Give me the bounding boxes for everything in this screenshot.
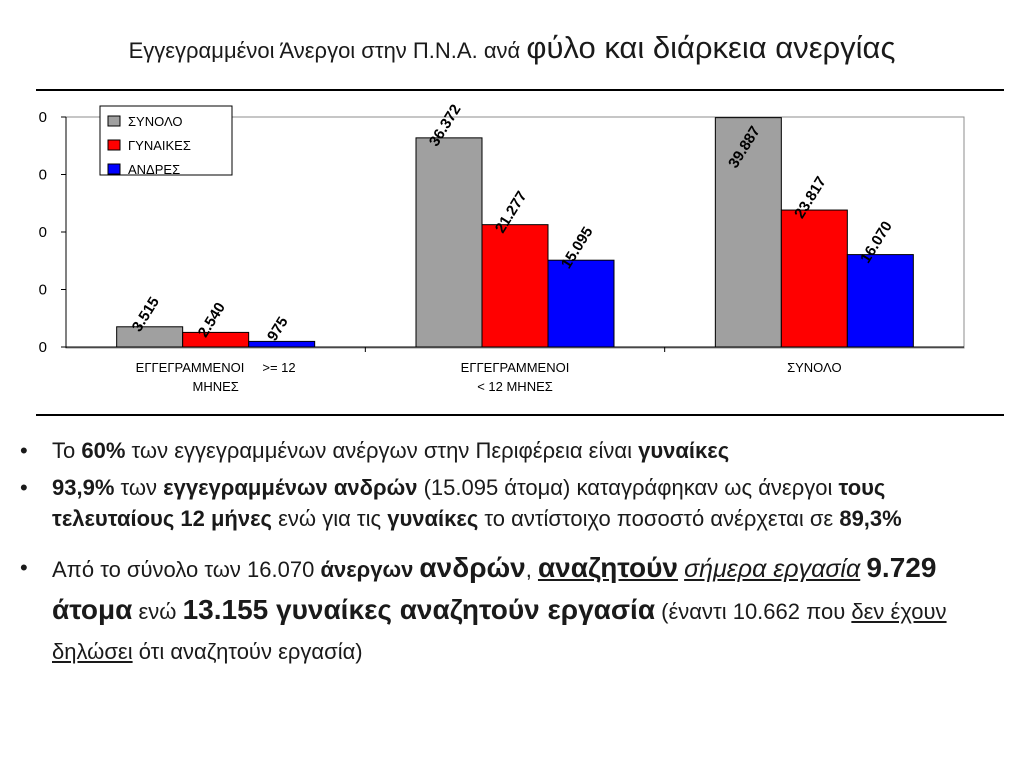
chart-legend: ΣΥΝΟΛΟ ΓΥΝΑΙΚΕΣ ΑΝΔΡΕΣ	[99, 105, 233, 177]
bar-3-2	[547, 259, 615, 348]
legend-label: ΑΝΔΡΕΣ	[128, 162, 180, 177]
text-bold: τους τελευταίους 12 μήνες	[52, 475, 886, 531]
top-divider	[36, 89, 1004, 91]
text: το αντίστοιχο ποσοστό ανέρχεται σε	[478, 506, 840, 531]
text-bold-large: 13.155 γυναίκες αναζητούν εργασία	[182, 594, 656, 625]
category-label: ΕΓΓΕΓΡΑΜΜΕΝΟΙ	[461, 360, 570, 375]
bar-1-2	[415, 137, 483, 348]
bullet-dot-icon: •	[20, 475, 28, 500]
text-bold-large: ανδρών	[419, 552, 526, 583]
text-bold: 89,3%	[839, 506, 902, 531]
bar-3-3	[846, 254, 914, 348]
bottom-divider	[36, 414, 1004, 416]
bullet-dot-icon: •	[20, 438, 28, 463]
bar-2-2	[481, 224, 549, 348]
y-tick-label: 0	[39, 282, 47, 299]
text-bold: γυναίκες	[387, 506, 479, 531]
text: Από το σύνολο των 16.070	[52, 557, 321, 582]
y-tick-label: 0	[39, 339, 47, 356]
bullet-men-recent: • 93,9% των εγγεγραμμένων ανδρών (15.095 …	[16, 472, 1006, 534]
text: των	[114, 475, 164, 500]
y-tick-label: 0	[39, 167, 47, 184]
bullet-women-share: • Το 60% των εγγεγραμμένων ανέργων στην Π…	[16, 436, 1006, 466]
category-label: ΜΗΝΕΣ	[193, 379, 239, 394]
slide-title-part1: Εγγεγραμμένοι Άνεργοι στην Π.Ν.Α. ανά	[128, 38, 527, 63]
text: (έναντι 10.662 που	[655, 599, 852, 624]
text: ,	[525, 557, 538, 582]
bar-3-1	[248, 340, 316, 348]
text-italic-underlined: σήμερα εργασία	[684, 555, 861, 583]
legend-swatch	[107, 163, 121, 175]
text-bold: εγγεγραμμένων ανδρών	[163, 475, 418, 500]
text-bold: γυναίκες	[638, 438, 730, 463]
category-label: ΣΥΝΟΛΟ	[787, 360, 842, 375]
text-bold: άνεργων	[320, 557, 420, 582]
legend-label: ΣΥΝΟΛΟ	[128, 114, 183, 129]
text: ενώ για τις	[271, 506, 388, 531]
data-label: 975	[264, 314, 292, 344]
text: Το	[52, 438, 82, 463]
bar-2-1	[182, 331, 250, 348]
bar-2-3	[780, 209, 848, 348]
text: των εγγεγραμμένων ανέργων στην Περιφέρει…	[125, 438, 639, 463]
slide-title-part2: φύλο και διάρκεια ανεργίας	[526, 30, 896, 65]
slide-title: Εγγεγραμμένοι Άνεργοι στην Π.Ν.Α. ανά φύ…	[0, 28, 1024, 74]
bar-1-3	[714, 117, 782, 348]
bar-1-1	[116, 326, 184, 348]
category-label: ΕΓΓΕΓΡΑΜΜΕΝΟΙ >= 12	[136, 360, 296, 375]
text: (15.095 άτομα) καταγράφηκαν ως άνεργοι	[417, 475, 839, 500]
text-bold-large: 9.729 άτομα	[52, 552, 937, 625]
y-tick-label: 0	[39, 224, 47, 241]
y-tick-label: 0	[39, 109, 47, 126]
legend-swatch	[107, 115, 121, 127]
bullet-list: • Το 60% των εγγεγραμμένων ανέργων στην Π…	[16, 436, 1006, 678]
bullet-dot-icon: •	[20, 555, 28, 580]
category-label: < 12 ΜΗΝΕΣ	[477, 379, 553, 394]
text-underlined: δεν έχουν δηλώσει	[52, 599, 947, 664]
text-bold: 60%	[81, 438, 126, 463]
text: ότι αναζητούν εργασία)	[132, 639, 363, 664]
text-bold: 93,9%	[52, 475, 115, 500]
text: ενώ	[132, 599, 183, 624]
bullet-job-seekers: • Από το σύνολο των 16.070 άνεργων ανδρών…	[16, 548, 1006, 672]
text-bold-underlined: αναζητούν	[537, 552, 678, 583]
legend-box	[99, 105, 233, 176]
legend-swatch	[107, 139, 121, 151]
legend-label: ΓΥΝΑΙΚΕΣ	[128, 138, 191, 153]
